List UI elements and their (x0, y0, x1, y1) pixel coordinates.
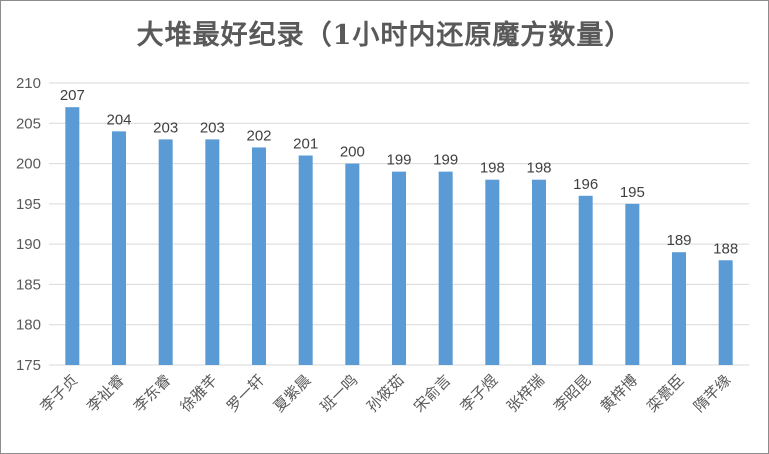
category-label: 罗一轩 (223, 371, 268, 416)
y-tick-label: 175 (16, 357, 41, 374)
category-labels: 李子贞 李祉睿 李东睿 徐雅芊 罗一轩 夏紫晨 班一鸣 孙筱茹 宋俞言 李子煜 张梓瑞 李昭昆 黄梓博栾… (37, 371, 735, 416)
bars (65, 107, 733, 366)
chart-title: 大堆最好纪录（1小时内还原魔方数量） (136, 20, 633, 51)
y-tick-label: 185 (16, 276, 41, 293)
data-label: 189 (666, 232, 691, 249)
bar (485, 179, 500, 365)
y-tick-label: 190 (16, 236, 41, 253)
bar (345, 163, 360, 365)
category-label: 李子煜 (457, 371, 502, 416)
bar (158, 139, 173, 365)
data-label: 198 (526, 160, 551, 177)
data-label: 201 (293, 136, 318, 153)
y-axis-ticks: 175 180 185 190 195 200 205 210 (16, 75, 41, 374)
data-label: 202 (246, 127, 271, 144)
data-label: 195 (620, 184, 645, 201)
category-label: 夏紫晨 (270, 371, 315, 416)
data-label: 199 (386, 152, 411, 169)
category-label: 孙筱茹 (363, 371, 408, 416)
bar (578, 195, 593, 365)
data-label: 200 (340, 144, 365, 161)
y-tick-label: 195 (16, 196, 41, 213)
data-label: 203 (200, 119, 225, 136)
category-label: 徐雅芊 (177, 371, 222, 416)
category-label: 隋芊缘 (690, 371, 735, 416)
bar (672, 252, 686, 365)
category-label: 张梓瑞 (503, 371, 548, 416)
data-label: 196 (573, 176, 598, 193)
bar (298, 155, 313, 365)
data-labels: 207 204 203 203 202 201 200 199 199 198 198 196 195 1… (60, 87, 738, 257)
data-label: 203 (153, 119, 178, 136)
category-label: 栾甍臣 (643, 371, 688, 416)
y-tick-label: 180 (16, 317, 41, 334)
category-label: 班一鸣 (317, 371, 362, 416)
bar (718, 260, 733, 365)
bar (438, 171, 453, 365)
bar (112, 131, 126, 365)
y-tick-label: 205 (16, 115, 41, 132)
bar (532, 179, 546, 365)
data-label: 207 (60, 87, 85, 104)
category-label: 李祉睿 (83, 371, 128, 416)
y-tick-label: 200 (16, 156, 41, 173)
data-label: 188 (713, 240, 738, 257)
category-label: 宋俞言 (410, 371, 455, 416)
bar (205, 139, 220, 365)
data-label: 199 (433, 152, 458, 169)
bar (65, 107, 80, 366)
data-label: 204 (106, 111, 131, 128)
category-label: 李昭昆 (550, 371, 595, 416)
data-label: 198 (480, 160, 505, 177)
category-label: 李东睿 (130, 371, 175, 416)
y-tick-label: 210 (16, 75, 41, 92)
bar (625, 203, 640, 365)
category-label: 李子贞 (37, 371, 82, 416)
category-label: 黄梓博 (597, 371, 642, 416)
bar (392, 171, 406, 365)
bar (252, 147, 266, 365)
